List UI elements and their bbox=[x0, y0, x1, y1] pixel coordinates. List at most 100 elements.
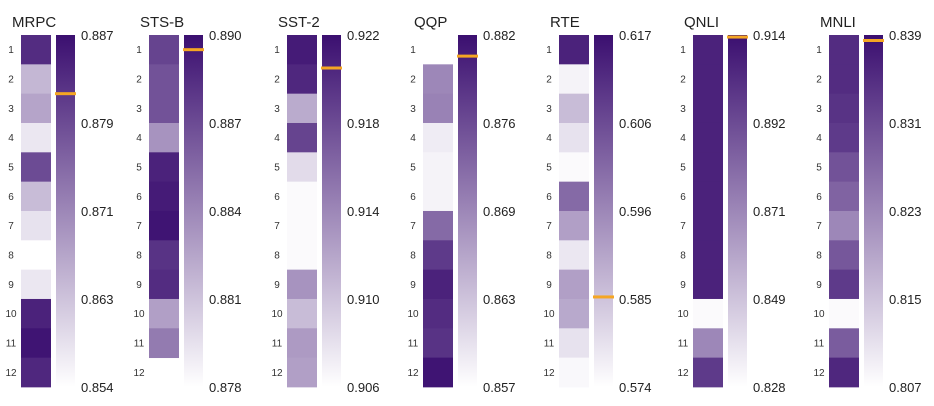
heatmap-cell bbox=[149, 93, 179, 124]
heatmap-cell bbox=[287, 35, 317, 65]
colorbar-tick-label: 0.871 bbox=[81, 204, 114, 219]
colorbar bbox=[728, 35, 747, 387]
heatmap-cell bbox=[559, 269, 589, 300]
heatmap-cell bbox=[149, 328, 179, 359]
heatmap-cell bbox=[559, 357, 589, 388]
layer-label: 7 bbox=[410, 221, 416, 232]
layer-label: 8 bbox=[8, 250, 14, 261]
heatmap-cell bbox=[423, 298, 453, 329]
colorbar-marker bbox=[55, 92, 76, 96]
colorbar-tick-label: 0.906 bbox=[347, 380, 380, 395]
heatmap-cell bbox=[287, 240, 317, 271]
layer-label: 9 bbox=[546, 280, 552, 291]
layer-label: 9 bbox=[8, 280, 14, 291]
heatmap-cell bbox=[149, 298, 179, 329]
colorbar-tick-label: 0.887 bbox=[209, 116, 242, 131]
panel-sts-b: STS-B1234567891011120.8900.8870.8840.881… bbox=[133, 14, 241, 395]
heatmap-cell bbox=[423, 269, 453, 300]
heatmap-cell bbox=[423, 122, 453, 153]
heatmap-cell bbox=[423, 152, 453, 183]
colorbar-tick-label: 0.815 bbox=[889, 292, 922, 307]
heatmap-cell bbox=[21, 240, 51, 271]
layer-label: 7 bbox=[546, 221, 552, 232]
layer-label: 7 bbox=[816, 221, 822, 232]
heatmap-cell bbox=[693, 210, 723, 241]
colorbar-tick-label: 0.863 bbox=[483, 292, 516, 307]
heatmap-cell bbox=[21, 35, 51, 65]
layer-label: 8 bbox=[546, 250, 552, 261]
layer-label: 2 bbox=[680, 75, 686, 86]
heatmap-cell bbox=[149, 152, 179, 183]
layer-label: 1 bbox=[816, 45, 822, 56]
colorbar-tick-label: 0.823 bbox=[889, 204, 922, 219]
layer-label: 8 bbox=[136, 250, 142, 261]
colorbar-tick-label: 0.807 bbox=[889, 380, 922, 395]
heatmap-cell bbox=[149, 210, 179, 241]
layer-label: 10 bbox=[407, 309, 419, 320]
layer-label: 3 bbox=[136, 104, 142, 115]
colorbar-tick-label: 0.596 bbox=[619, 204, 652, 219]
heatmap-cell bbox=[829, 35, 859, 65]
heatmap-cell bbox=[829, 298, 859, 329]
layer-label: 12 bbox=[271, 368, 283, 379]
layer-label: 12 bbox=[677, 368, 689, 379]
colorbar-tick-label: 0.890 bbox=[209, 28, 242, 43]
colorbar-tick-label: 0.863 bbox=[81, 292, 114, 307]
heatmap-cell bbox=[149, 35, 179, 65]
layer-label: 6 bbox=[8, 192, 14, 203]
heatmap-cell bbox=[287, 298, 317, 329]
layer-label: 4 bbox=[816, 133, 822, 144]
layer-label: 4 bbox=[680, 133, 686, 144]
colorbar-tick-label: 0.879 bbox=[81, 116, 114, 131]
panel-mnli: MNLI1234567891011120.8390.8310.8230.8150… bbox=[813, 14, 921, 395]
heatmap-cell bbox=[829, 122, 859, 153]
panel-title: STS-B bbox=[140, 14, 184, 31]
colorbar-tick-label: 0.828 bbox=[753, 380, 786, 395]
layer-label: 9 bbox=[680, 280, 686, 291]
layer-label: 10 bbox=[677, 309, 689, 320]
heatmap-cell bbox=[693, 240, 723, 271]
colorbar-tick-label: 0.839 bbox=[889, 28, 922, 43]
layer-label: 6 bbox=[816, 192, 822, 203]
colorbar-tick-label: 0.884 bbox=[209, 204, 242, 219]
heatmap-cell bbox=[423, 240, 453, 271]
heatmap-cell bbox=[423, 210, 453, 241]
heatmap-cell bbox=[423, 328, 453, 359]
layer-label: 1 bbox=[680, 45, 686, 56]
layer-label: 6 bbox=[136, 192, 142, 203]
layer-label: 8 bbox=[410, 250, 416, 261]
layer-label: 3 bbox=[680, 104, 686, 115]
heatmap-cell bbox=[559, 298, 589, 329]
colorbar-marker bbox=[183, 48, 204, 52]
layer-label: 5 bbox=[136, 162, 142, 173]
layer-label: 9 bbox=[410, 280, 416, 291]
colorbar-tick-label: 0.914 bbox=[347, 204, 380, 219]
heatmap-cell bbox=[287, 64, 317, 95]
heatmap-cell bbox=[829, 357, 859, 388]
colorbar-tick-label: 0.831 bbox=[889, 116, 922, 131]
heatmap-cell bbox=[21, 269, 51, 300]
colorbar-tick-label: 0.849 bbox=[753, 292, 786, 307]
colorbar-tick-label: 0.910 bbox=[347, 292, 380, 307]
heatmap-cell bbox=[829, 240, 859, 271]
layer-label: 4 bbox=[546, 133, 552, 144]
layer-label: 11 bbox=[814, 338, 825, 349]
panel-mrpc: MRPC1234567891011120.8870.8790.8710.8630… bbox=[5, 14, 113, 395]
heatmap-cell bbox=[829, 210, 859, 241]
colorbar-marker bbox=[321, 66, 342, 70]
colorbar-tick-label: 0.922 bbox=[347, 28, 380, 43]
heatmap-cell bbox=[287, 210, 317, 241]
layer-label: 1 bbox=[274, 45, 280, 56]
colorbar-tick-label: 0.882 bbox=[483, 28, 516, 43]
layer-label: 10 bbox=[5, 309, 17, 320]
colorbar-marker bbox=[727, 35, 748, 39]
heatmap-cell bbox=[149, 122, 179, 153]
panel-title: QNLI bbox=[684, 14, 719, 31]
layer-label: 11 bbox=[6, 338, 17, 349]
layer-label: 4 bbox=[274, 133, 280, 144]
colorbar-tick-label: 0.878 bbox=[209, 380, 242, 395]
heatmap-cell bbox=[21, 64, 51, 95]
layer-label: 2 bbox=[136, 75, 142, 86]
heatmap-cell bbox=[693, 181, 723, 212]
